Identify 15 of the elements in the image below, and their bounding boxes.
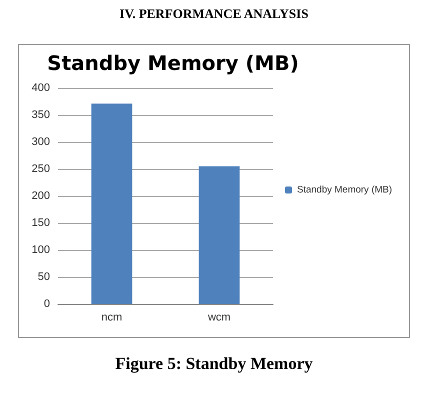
- caption: Figure 5: Standby Memory: [114, 354, 314, 374]
- y-tick-label: 150: [32, 217, 50, 229]
- y-tick-label: 400: [32, 82, 50, 94]
- text: IV. PERFORMANCE ANALYSIS: [118, 6, 310, 22]
- y-tick-label: 250: [32, 163, 50, 175]
- y-tick-label: 200: [32, 190, 50, 202]
- chart-title: Standby Memory (MB): [47, 51, 299, 75]
- legend-label: Standby Memory (MB): [297, 184, 392, 196]
- y-tick-label: 50: [38, 271, 50, 283]
- y-tick-label: 0: [44, 298, 50, 310]
- y-tick-label: 300: [32, 136, 50, 148]
- y-tick-label: 350: [32, 109, 50, 121]
- x-tick-label: wcm: [206, 312, 231, 324]
- y-tick-label: 100: [32, 244, 50, 256]
- x-tick-label: ncm: [101, 312, 122, 324]
